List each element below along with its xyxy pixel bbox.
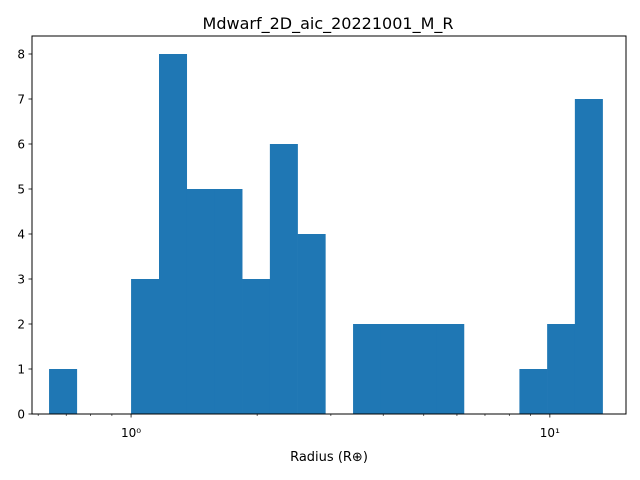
y-tick-label: 8: [17, 48, 25, 62]
histogram-bar: [408, 324, 437, 414]
histogram-bar: [131, 279, 160, 414]
histogram-bar: [297, 234, 326, 414]
y-tick-label: 7: [17, 93, 25, 107]
histogram-bar: [242, 279, 271, 414]
bars-group: [49, 54, 603, 414]
y-tick-label: 2: [17, 318, 25, 332]
plot-frame: [31, 35, 627, 415]
x-tick-label: 10¹: [540, 426, 560, 440]
x-axis-label: Radius (R⊕): [290, 450, 368, 465]
y-tick-label: 5: [17, 183, 25, 197]
y-tick-label: 4: [17, 228, 25, 242]
x-axis-ticks: 10⁰ 10¹: [37, 414, 560, 440]
histogram-bar: [353, 324, 382, 414]
y-tick-label: 6: [17, 138, 25, 152]
histogram-bar: [49, 369, 78, 414]
histogram-bar: [214, 189, 243, 414]
histogram-bar: [547, 324, 576, 414]
y-axis-ticks: 0 1 2 3 4 5 6 7 8: [17, 48, 32, 422]
histogram-bar: [159, 54, 188, 414]
y-tick-label: 3: [17, 273, 25, 287]
histogram-bar: [519, 369, 548, 414]
histogram-bar: [574, 99, 603, 414]
histogram-bar: [436, 324, 465, 414]
chart-title: Mdwarf_2D_aic_20221001_M_R: [203, 14, 454, 34]
x-tick-label: 10⁰: [121, 426, 141, 440]
histogram-bar: [186, 189, 215, 414]
y-tick-label: 1: [17, 363, 25, 377]
histogram-bar: [269, 144, 298, 414]
y-tick-label: 0: [17, 408, 25, 422]
histogram-bar: [380, 324, 409, 414]
